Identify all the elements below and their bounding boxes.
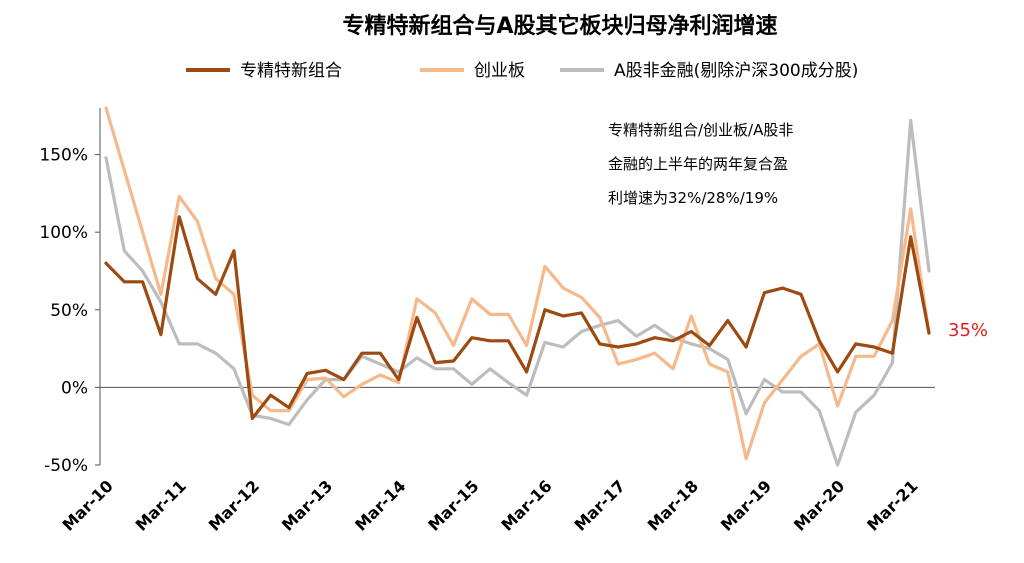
y-axis-ticks: -50% 0% 50% 100% 150% — [39, 146, 100, 476]
x-tick-label: Mar-15 — [424, 476, 482, 534]
annotation-line-1: 专精特新组合/创业板/A股非 — [608, 121, 793, 139]
series-line-1 — [104, 106, 931, 461]
x-tick-label: Mar-21 — [863, 476, 921, 534]
legend-label-0: 专精特新组合 — [240, 61, 342, 81]
x-tick-label: Mar-17 — [571, 476, 629, 534]
x-tick-label: Mar-12 — [205, 476, 263, 534]
series-layer — [104, 106, 931, 467]
y-tick-label: 150% — [39, 146, 88, 166]
series-line-0 — [104, 215, 931, 420]
annotation-line-2: 金融的上半年的两年复合盈 — [608, 155, 788, 173]
x-tick-label: Mar-19 — [717, 476, 775, 534]
x-tick-label: Mar-20 — [790, 476, 848, 534]
series-line-2 — [104, 118, 931, 467]
chart-title: 专精特新组合与A股其它板块归母净利润增速 — [342, 13, 777, 39]
y-tick-label: 50% — [50, 301, 88, 321]
annotation-line-3: 利增速为32%/28%/19% — [608, 189, 778, 207]
legend: 专精特新组合 创业板 A股非金融(剔除沪深300成分股) — [186, 61, 858, 81]
x-axis-ticks: Mar-10 Mar-11 Mar-12 Mar-13 Mar-14 Mar-15 Mar-… — [58, 476, 921, 534]
y-tick-label: 100% — [39, 223, 88, 243]
x-tick-label: Mar-11 — [132, 476, 190, 534]
x-tick-label: Mar-16 — [497, 476, 555, 534]
y-tick-label: -50% — [44, 456, 88, 476]
x-tick-label: Mar-18 — [644, 476, 702, 534]
end-value-label: 35% — [948, 320, 988, 341]
legend-label-2: A股非金融(剔除沪深300成分股) — [614, 61, 858, 81]
x-tick-label: Mar-14 — [351, 476, 409, 534]
y-tick-label: 0% — [61, 378, 88, 398]
annotation-box: 专精特新组合/创业板/A股非 金融的上半年的两年复合盈 利增速为32%/28%/… — [608, 121, 793, 207]
x-tick-label: Mar-13 — [278, 476, 336, 534]
legend-label-1: 创业板 — [474, 61, 525, 81]
x-tick-label: Mar-10 — [58, 476, 116, 534]
